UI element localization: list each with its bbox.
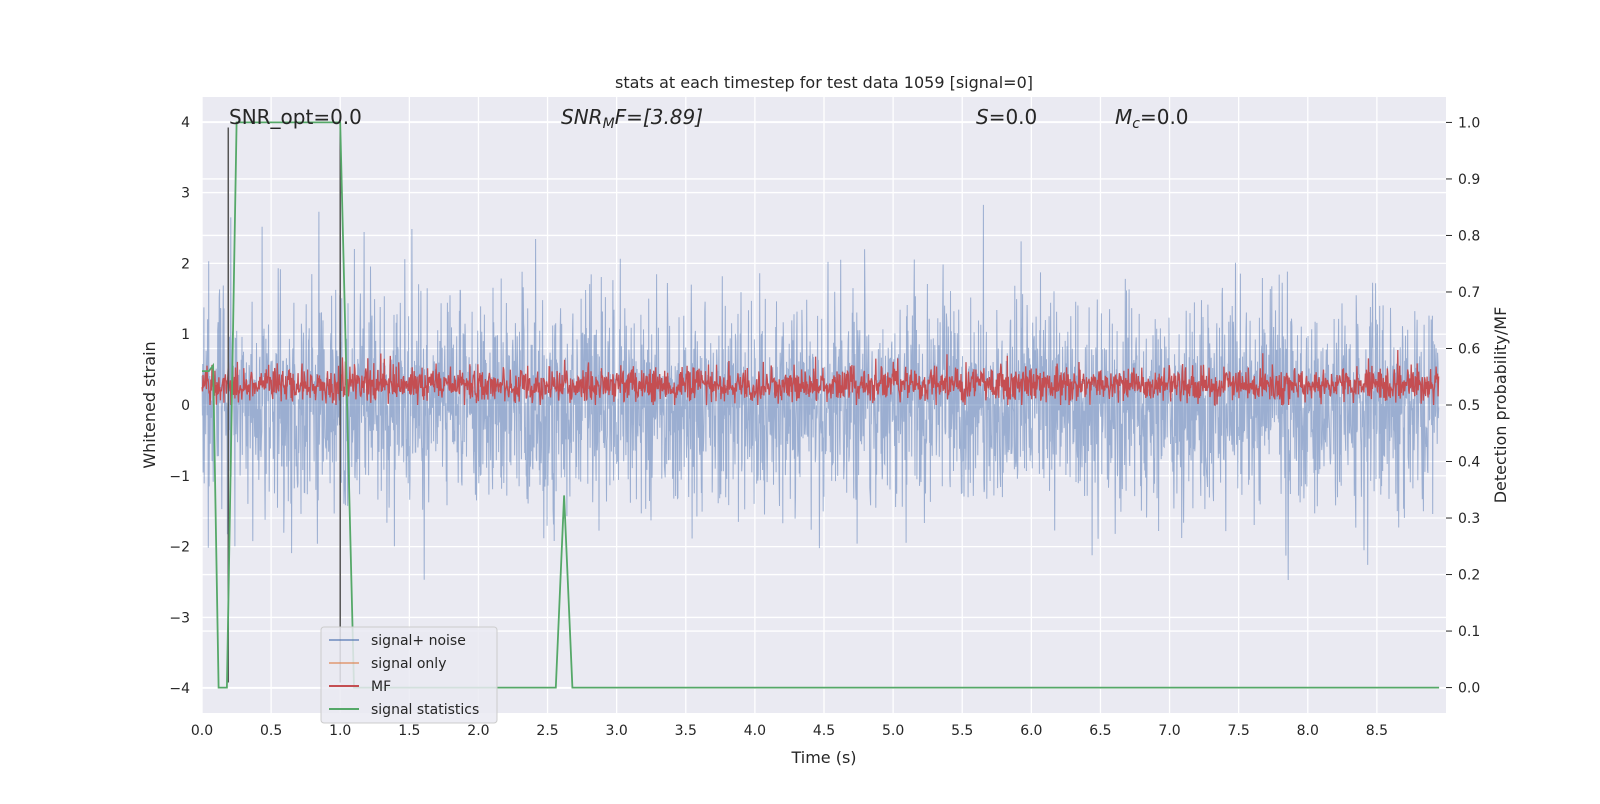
- y-right-tick-label: 0.1: [1458, 624, 1480, 640]
- x-tick-label: 3.5: [675, 723, 697, 739]
- legend-label-mf: MF: [371, 679, 391, 695]
- x-tick-label: 0.5: [260, 723, 282, 739]
- y-right-tick-label: 0.0: [1458, 681, 1480, 697]
- y-left-axis-label: Whitened strain: [140, 341, 159, 468]
- y-right-tick-label: 0.2: [1458, 568, 1480, 584]
- y-left-tick-label: −2: [169, 540, 190, 556]
- y-left-tick-label: 0: [181, 398, 190, 414]
- annotation-s: S=0.0: [976, 105, 1037, 129]
- y-left-tick-label: 1: [181, 327, 190, 343]
- series-mf: [201, 349, 1440, 407]
- x-tick-label: 2.0: [467, 723, 489, 739]
- x-tick-label: 8.0: [1297, 723, 1319, 739]
- y-left-tick-label: 2: [181, 256, 190, 272]
- x-tick-label: 1.0: [329, 723, 351, 739]
- x-tick-label: 7.5: [1228, 723, 1250, 739]
- y-right-tick-label: 1.0: [1458, 115, 1480, 131]
- y-left-tick-label: −3: [169, 610, 190, 626]
- y-right-tick-label: 0.9: [1458, 172, 1480, 188]
- legend-label-signal-only: signal only: [371, 656, 446, 672]
- y-right-tick-label: 0.4: [1458, 455, 1480, 471]
- legend-box: [320, 626, 498, 724]
- y-right-tick-label: 0.6: [1458, 341, 1480, 357]
- chart-title: stats at each timestep for test data 105…: [615, 73, 1033, 92]
- x-tick-label: 7.0: [1158, 723, 1180, 739]
- y-left-tick-label: 4: [181, 115, 190, 131]
- legend-label-signal-statistics: signal statistics: [371, 702, 479, 718]
- y-right-tick-label: 0.5: [1458, 398, 1480, 414]
- annotation-snr-mf: SNRMF=[3.89]: [561, 105, 703, 132]
- annotation-mc: Mc=0.0: [1115, 105, 1189, 132]
- x-tick-label: 5.5: [951, 723, 973, 739]
- x-tick-label: 4.0: [744, 723, 766, 739]
- x-tick-label: 5.0: [882, 723, 904, 739]
- y-right-axis-label: Detection probability/MF: [1491, 307, 1510, 504]
- annotation-snr-opt: SNR_opt=0.0: [229, 105, 362, 129]
- legend: signal+ noise signal only MF signal stat…: [320, 626, 498, 724]
- x-tick-label: 6.0: [1020, 723, 1042, 739]
- y-right-tick-label: 0.3: [1458, 511, 1480, 527]
- x-tick-label: 2.5: [536, 723, 558, 739]
- y-right-tick-label: 0.8: [1458, 228, 1480, 244]
- mf-line: [201, 349, 1440, 407]
- x-tick-label: 6.5: [1089, 723, 1111, 739]
- x-tick-label: 0.0: [191, 723, 213, 739]
- x-tick-label: 8.5: [1366, 723, 1388, 739]
- ticks: 0.0 0.5 1.0 1.5 2.0 2.5 3.0 3.5 4.0 4.5 5.0 5.5 6.0 6…: [169, 115, 1480, 739]
- x-tick-label: 1.5: [398, 723, 420, 739]
- x-tick-label: 4.5: [813, 723, 835, 739]
- y-left-tick-label: 3: [181, 186, 190, 202]
- x-tick-label: 3.0: [606, 723, 628, 739]
- legend-label-signal-noise: signal+ noise: [371, 633, 466, 649]
- y-left-tick-label: −1: [169, 469, 190, 485]
- y-right-tick-label: 0.7: [1458, 285, 1480, 301]
- y-left-tick-label: −4: [169, 681, 190, 697]
- x-axis-label: Time (s): [790, 748, 856, 767]
